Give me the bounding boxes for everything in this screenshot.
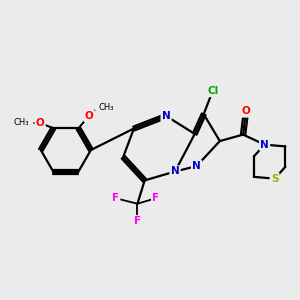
Text: F: F [112,193,119,203]
Text: O: O [36,118,44,128]
Text: F: F [134,216,141,226]
Text: F: F [152,193,159,203]
Text: N: N [171,167,179,176]
Text: CH₃: CH₃ [14,118,29,127]
Text: O: O [242,106,250,116]
Text: N: N [162,111,170,121]
Text: O: O [85,111,94,121]
Text: Cl: Cl [207,86,218,96]
Text: N: N [260,140,269,150]
Text: S: S [271,174,278,184]
Text: N: N [192,161,201,171]
Text: CH₃: CH₃ [99,103,114,112]
